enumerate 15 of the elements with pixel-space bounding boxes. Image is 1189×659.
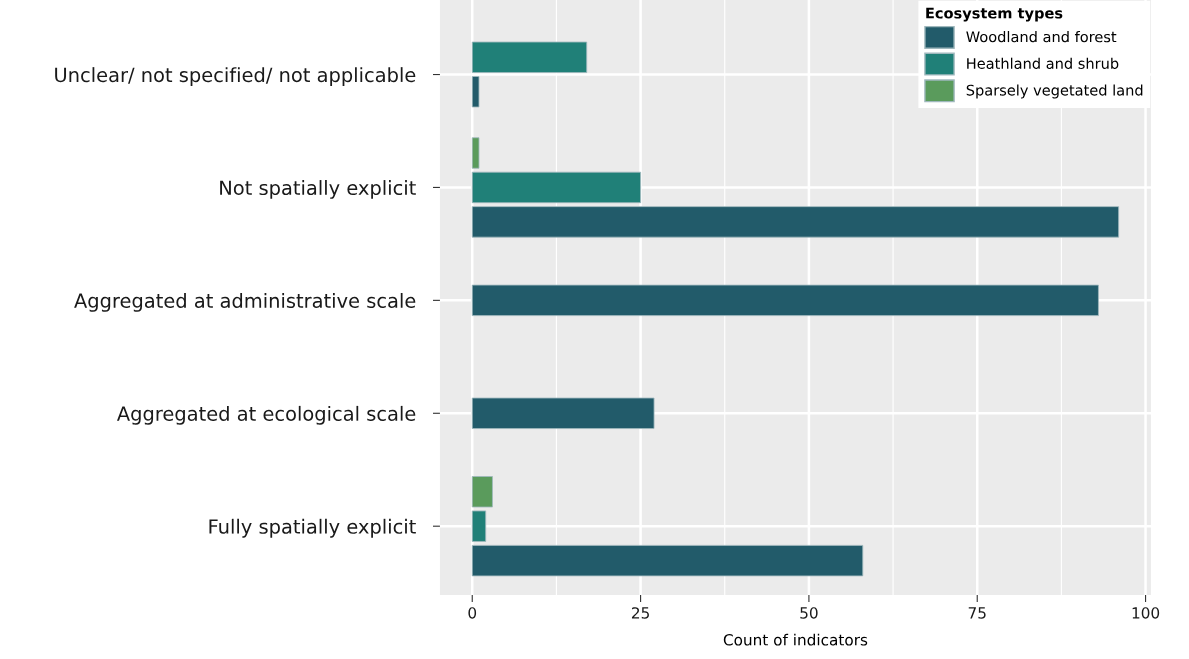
legend-label: Woodland and forest bbox=[966, 31, 1117, 43]
y-tick-label: Aggregated at administrative scale bbox=[74, 292, 416, 312]
legend-label: Heathland and shrub bbox=[967, 57, 1119, 69]
legend-label: Sparsely vegetated land bbox=[966, 84, 1143, 99]
x-axis-title: Count of indicators bbox=[723, 633, 868, 646]
x-tick-label: 50 bbox=[800, 607, 818, 619]
x-tick-label: 25 bbox=[631, 607, 649, 619]
legend-title: Ecosystem types bbox=[926, 7, 1063, 22]
y-tick-label: Unclear/ not specified/ not applicable bbox=[55, 67, 416, 86]
y-tick-label: Aggregated at ecological scale bbox=[116, 405, 416, 425]
x-tick-label: 75 bbox=[968, 607, 986, 619]
y-tick-label: Fully spatially explicit bbox=[209, 518, 416, 538]
x-tick-label: 0 bbox=[468, 607, 477, 619]
x-tick-label: 100 bbox=[1132, 607, 1160, 619]
y-tick-label: Not spatially explicit bbox=[220, 180, 416, 199]
